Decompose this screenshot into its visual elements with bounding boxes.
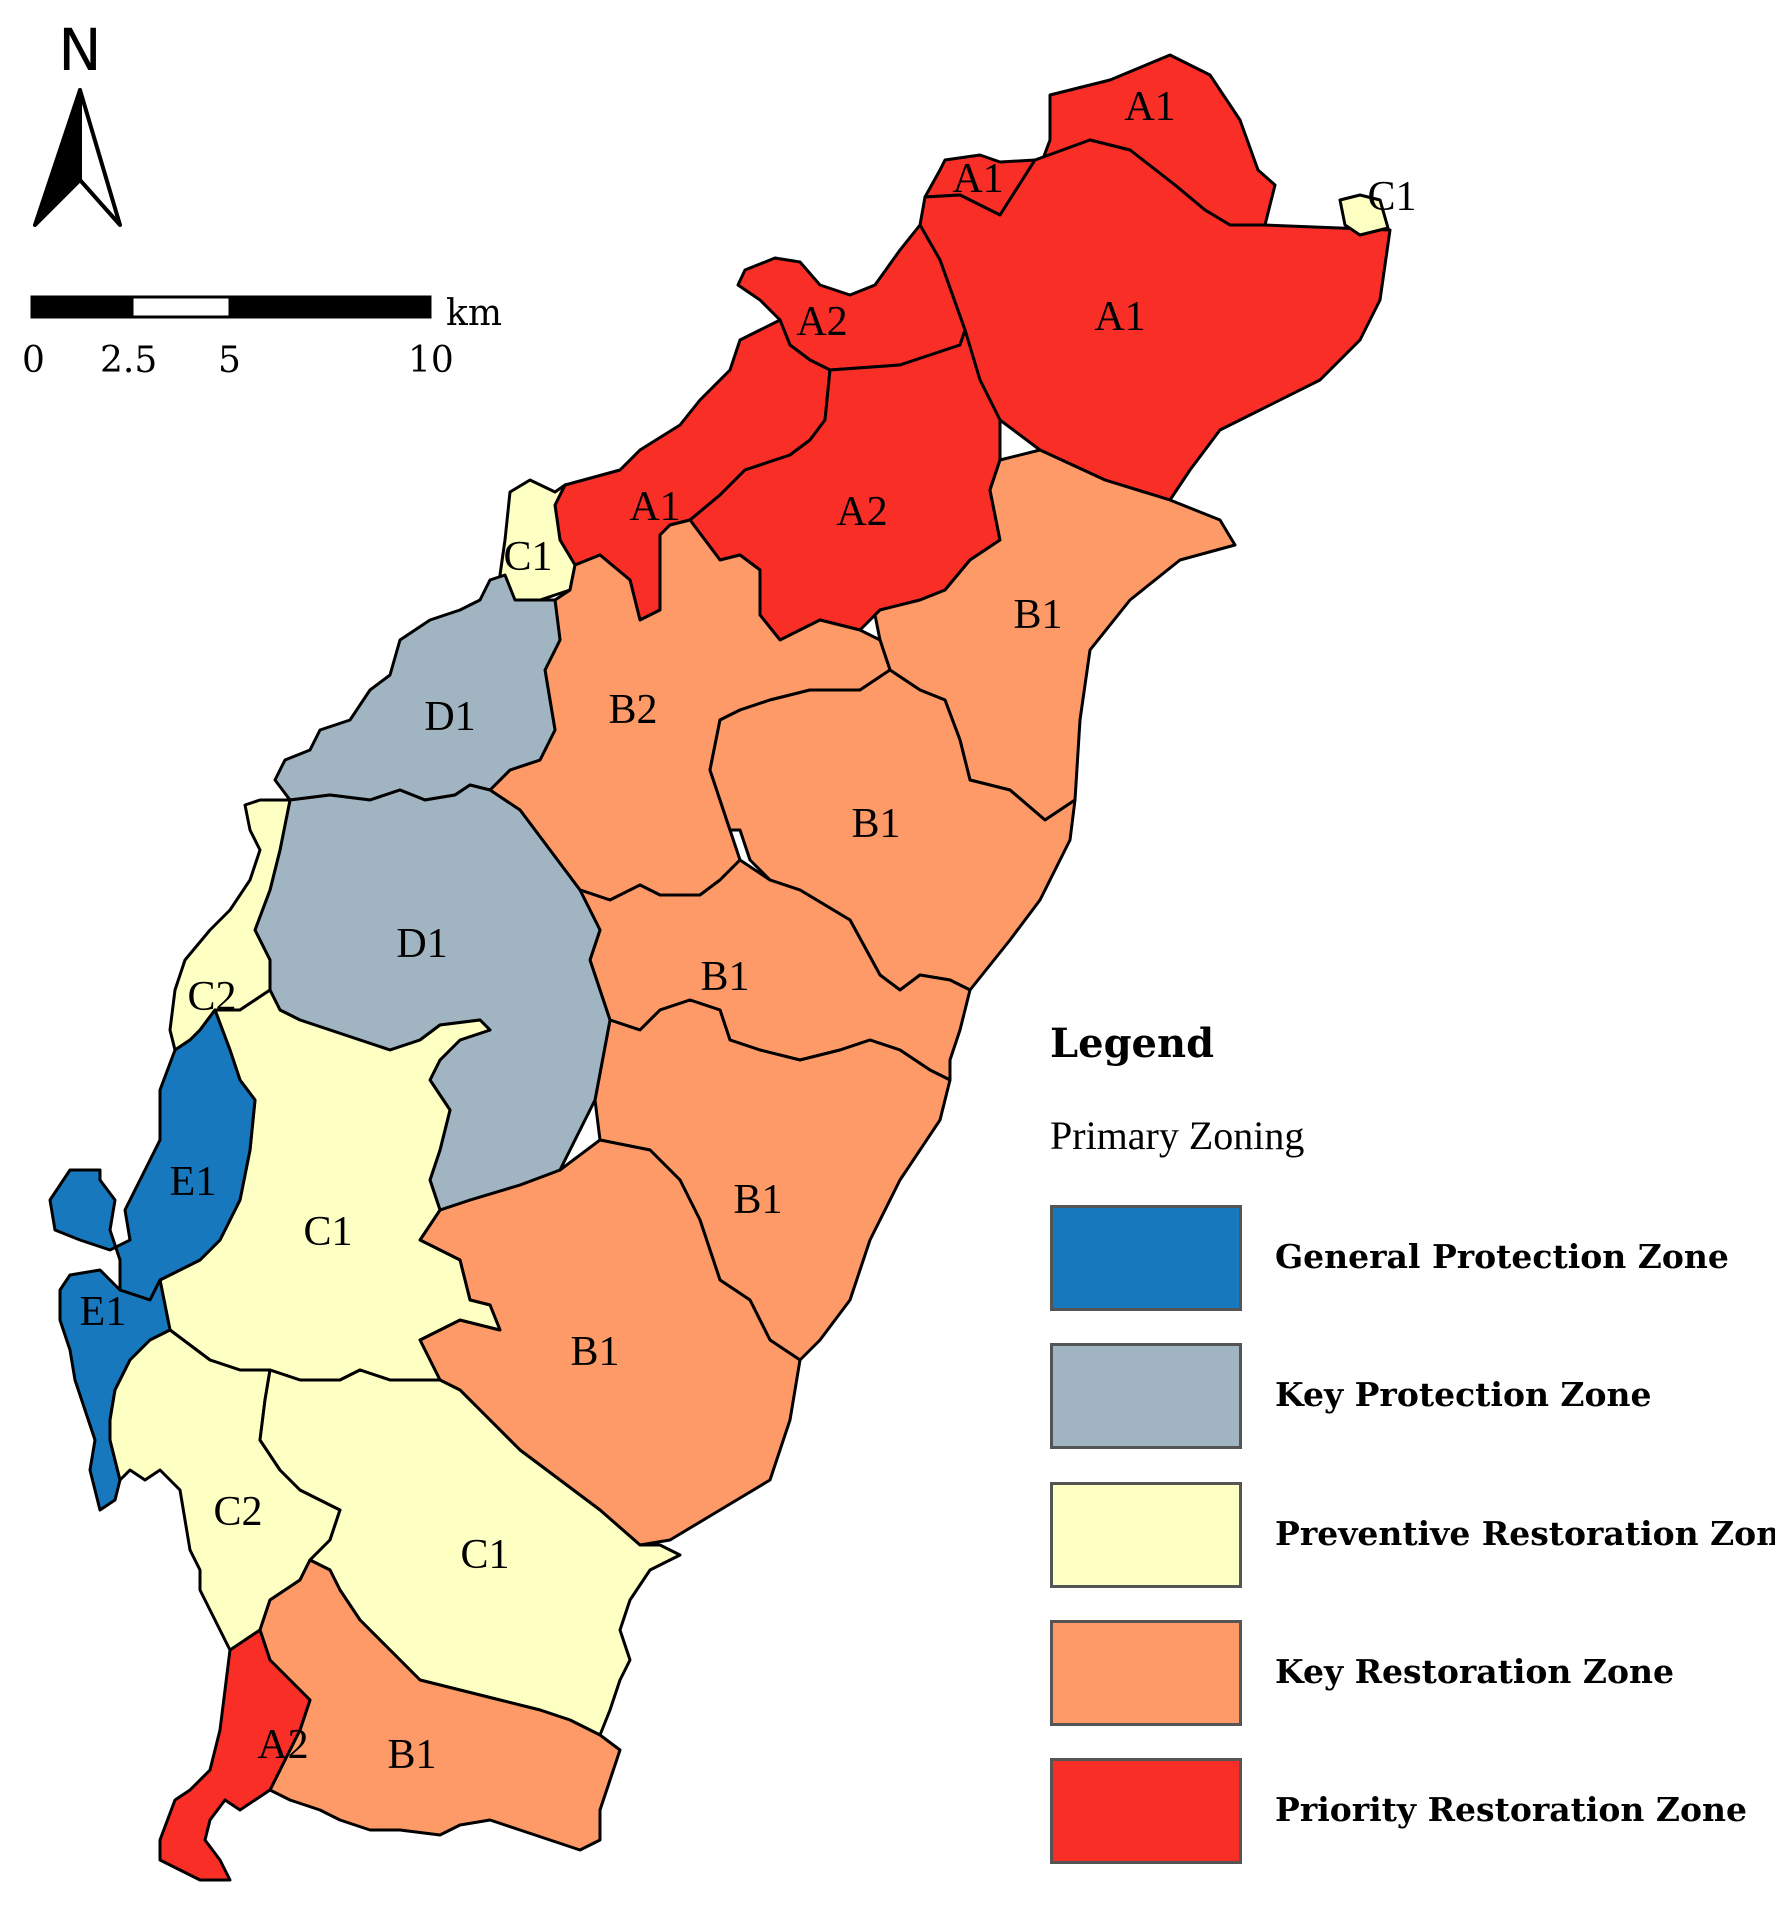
zone-labels: A1 A1 A1 A2 A1 A2 C1 C1 B1 B2 B1 B1 B1 B… xyxy=(80,84,1417,1778)
scale-tick-2-5: 2.5 xyxy=(100,340,157,381)
scale-tick-10: 10 xyxy=(408,340,454,381)
legend-item-preventive-restoration: Preventive Restoration Zone xyxy=(1050,1482,1775,1592)
legend: Legend Primary Zoning General Protection… xyxy=(1050,1020,1775,1900)
zone-label: C2 xyxy=(213,1489,262,1535)
zone-label: A1 xyxy=(952,156,1003,202)
zone-label: B1 xyxy=(700,954,749,1000)
north-arrow: N xyxy=(33,16,122,227)
zone-label: C1 xyxy=(1367,174,1416,220)
zone-d1-north xyxy=(273,573,562,802)
legend-swatch xyxy=(1050,1482,1242,1588)
zone-label: C1 xyxy=(503,534,552,580)
north-arrow-icon xyxy=(33,88,82,227)
zone-label: D1 xyxy=(396,921,447,967)
legend-swatch xyxy=(1050,1343,1242,1449)
legend-label: Priority Restoration Zone xyxy=(1275,1790,1747,1829)
legend-title: Legend xyxy=(1050,1020,1215,1067)
legend-item-key-restoration: Key Restoration Zone xyxy=(1050,1620,1750,1730)
legend-label: Key Protection Zone xyxy=(1275,1375,1652,1414)
zone-label: B1 xyxy=(851,801,900,847)
legend-swatch xyxy=(1050,1758,1242,1864)
zone-label: E1 xyxy=(170,1159,217,1205)
zone-label: A1 xyxy=(1124,84,1175,130)
legend-item-general-protection: General Protection Zone xyxy=(1050,1205,1750,1315)
zone-c1-northeast xyxy=(1338,193,1390,237)
zone-label: B2 xyxy=(608,687,657,733)
zone-label: B1 xyxy=(570,1329,619,1375)
zone-label: B1 xyxy=(1013,592,1062,638)
zone-label: A2 xyxy=(796,299,847,345)
zone-c1-south xyxy=(258,1368,682,1737)
scale-bar: km 0 2.5 5 10 xyxy=(22,293,502,381)
legend-label: Preventive Restoration Zone xyxy=(1275,1514,1775,1553)
zone-a2-bottom xyxy=(158,1628,312,1882)
zone-e1-north xyxy=(48,1008,257,1302)
zone-label: B1 xyxy=(387,1732,436,1778)
legend-item-key-protection: Key Protection Zone xyxy=(1050,1343,1750,1453)
north-arrow-label: N xyxy=(58,16,101,84)
scale-tick-0: 0 xyxy=(22,340,45,381)
zone-label: E1 xyxy=(80,1289,127,1335)
zone-label: C2 xyxy=(187,974,236,1020)
legend-swatch xyxy=(1050,1205,1242,1311)
scale-tick-5: 5 xyxy=(218,340,241,381)
north-arrow-icon-outline xyxy=(78,88,122,227)
zone-label: A1 xyxy=(1094,294,1145,340)
legend-label: General Protection Zone xyxy=(1275,1237,1729,1276)
zone-label: C1 xyxy=(303,1209,352,1255)
zone-b1-north-central xyxy=(708,668,1077,992)
zone-label: A2 xyxy=(836,489,887,535)
zone-label: D1 xyxy=(424,694,475,740)
zone-label: C1 xyxy=(460,1532,509,1578)
scale-unit: km xyxy=(446,293,502,334)
legend-item-priority-restoration: Priority Restoration Zone xyxy=(1050,1758,1750,1868)
zone-label: A1 xyxy=(629,484,680,530)
legend-label: Key Restoration Zone xyxy=(1275,1652,1674,1691)
legend-subtitle: Primary Zoning xyxy=(1050,1113,1305,1158)
zone-label: B1 xyxy=(733,1177,782,1223)
zone-label: A2 xyxy=(257,1722,308,1768)
legend-swatch xyxy=(1050,1620,1242,1726)
